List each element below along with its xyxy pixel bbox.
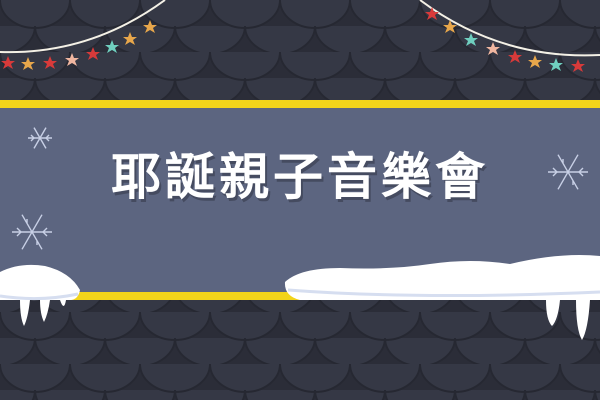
snowflake-icon xyxy=(548,154,588,190)
snow-drift-left xyxy=(0,264,80,326)
christmas-lights-left-icon xyxy=(0,0,166,70)
snow-drift-right xyxy=(284,255,600,340)
christmas-lights-right-icon xyxy=(419,0,600,72)
page-title: 耶誕親子音樂會 xyxy=(111,147,489,206)
snowflake-icon xyxy=(28,127,52,149)
snowflake-icon xyxy=(12,214,52,250)
